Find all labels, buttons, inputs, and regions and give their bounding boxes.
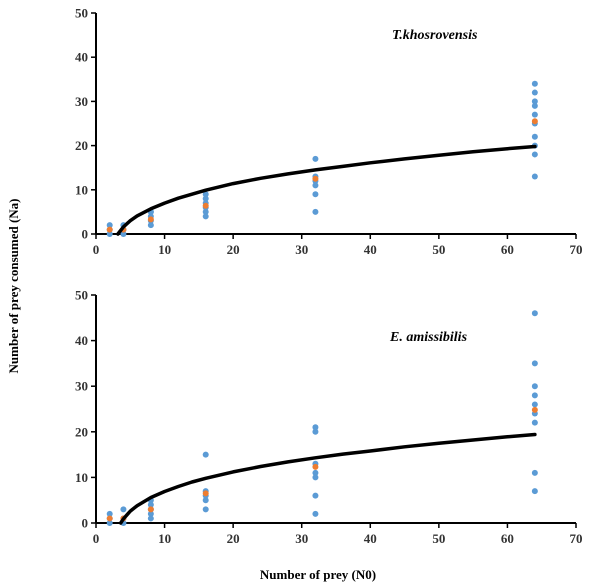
observed-point: [312, 428, 319, 435]
observed-point: [106, 510, 113, 517]
y-tick-label: 10: [75, 470, 88, 485]
observed-point: [312, 492, 319, 499]
observed-point: [531, 401, 538, 408]
observed-point: [147, 515, 154, 522]
mean-point: [531, 118, 538, 125]
observed-point: [147, 510, 154, 517]
observed-point: [120, 231, 127, 237]
fitted-curve: [118, 432, 537, 525]
observed-point: [531, 80, 538, 87]
x-tick-label: 30: [295, 531, 308, 546]
chart-title: E. amissibilis: [389, 330, 468, 345]
chart-top-t-khosrovensis: 0 10 20 30 40 50 0 10 20 30 40 50 60 70 T.khosrovensis: [75, 6, 583, 258]
observed-point: [312, 510, 319, 517]
y-tick-label: 20: [75, 138, 88, 153]
observed-point: [531, 469, 538, 476]
observed-point: [531, 383, 538, 390]
observed-point: [312, 155, 319, 162]
observed-point: [312, 474, 319, 481]
mean-point: [312, 175, 319, 182]
chart-title: T.khosrovensis: [392, 28, 478, 43]
observed-point: [312, 424, 319, 431]
x-tick-label: 30: [295, 242, 308, 257]
observed-point: [202, 195, 209, 202]
mean-point: [202, 202, 209, 209]
observed-point: [312, 182, 319, 189]
observed-point: [531, 102, 538, 109]
x-tick-label: 60: [501, 242, 514, 257]
observed-point: [120, 506, 127, 513]
y-axis-title: Number of prey consumed (Na): [6, 198, 21, 373]
observed-point: [531, 111, 538, 118]
y-tick-label: 0: [82, 516, 89, 531]
x-tick-label: 70: [570, 242, 583, 257]
y-tick-label: 50: [75, 6, 88, 21]
mean-point: [312, 463, 319, 470]
mean-point: [147, 216, 154, 223]
x-tick-label: 40: [364, 242, 377, 257]
chart-bottom-e-amissibilis: 0 10 20 30 40 50 0 10 20 30 40 50 60 70 E. amissibilis: [75, 288, 583, 547]
x-tick-label: 20: [227, 242, 240, 257]
observed-point: [202, 208, 209, 215]
y-tick-label: 40: [75, 333, 88, 348]
x-tick-label: 20: [227, 531, 240, 546]
fitted-curve: [116, 144, 537, 236]
observed-point: [312, 469, 319, 476]
x-tick-label: 50: [432, 531, 445, 546]
observed-point: [147, 501, 154, 508]
observed-point: [106, 520, 113, 526]
observed-point: [531, 392, 538, 399]
x-tick-label: 10: [158, 531, 171, 546]
x-tick-label: 50: [432, 242, 445, 257]
x-axis-title: Number of prey (N0): [260, 567, 376, 582]
observed-point: [202, 213, 209, 220]
observed-point: [531, 98, 538, 105]
observed-point: [312, 208, 319, 215]
observed-point: [106, 222, 113, 229]
y-tick-label: 30: [75, 379, 88, 394]
observed-point: [202, 451, 209, 458]
observed-point: [202, 497, 209, 504]
x-tick-label: 60: [501, 531, 514, 546]
x-tick-label: 0: [93, 531, 100, 546]
mean-point: [147, 506, 154, 513]
observed-point: [202, 506, 209, 513]
observed-point: [531, 173, 538, 180]
observed-point: [312, 191, 319, 198]
observed-point: [106, 231, 113, 237]
y-tick-label: 20: [75, 424, 88, 439]
mean-point: [106, 226, 113, 233]
y-tick-label: 0: [82, 227, 89, 242]
y-tick-label: 30: [75, 94, 88, 109]
mean-point: [202, 490, 209, 497]
y-tick-label: 10: [75, 182, 88, 197]
x-tick-label: 40: [364, 531, 377, 546]
observed-point: [531, 151, 538, 158]
mean-point: [106, 515, 113, 522]
observed-point: [531, 133, 538, 140]
x-tick-label: 10: [158, 242, 171, 257]
x-tick-label: 0: [93, 242, 100, 257]
y-tick-label: 40: [75, 50, 88, 65]
observed-point: [147, 222, 154, 229]
observed-point: [531, 419, 538, 426]
x-tick-label: 70: [570, 531, 583, 546]
observed-point: [531, 360, 538, 367]
observed-point: [531, 488, 538, 495]
y-tick-label: 50: [75, 288, 88, 303]
observed-point: [531, 89, 538, 96]
observed-point: [202, 191, 209, 198]
observed-point: [531, 310, 538, 317]
mean-point: [531, 406, 538, 413]
